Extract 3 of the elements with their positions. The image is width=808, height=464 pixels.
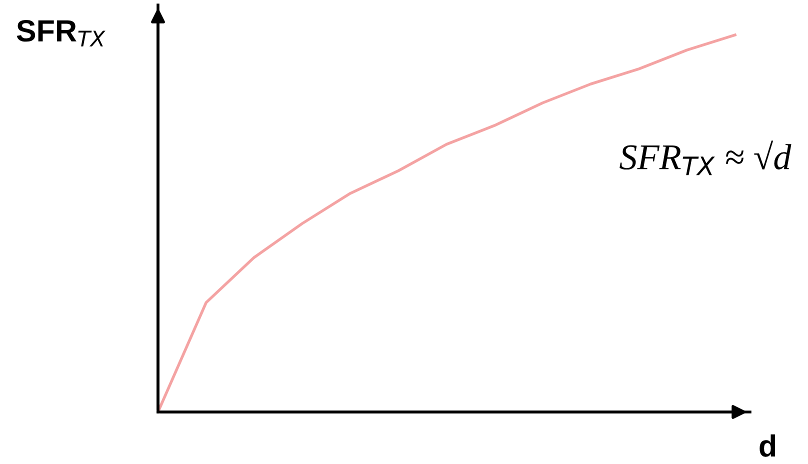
- annotation: SFR$_{TX}$ ≈ √d: [620, 140, 792, 176]
- y-axis-title: SFR$_{TX}$: [16, 20, 106, 46]
- x-axis-title: d: [760, 434, 776, 457]
